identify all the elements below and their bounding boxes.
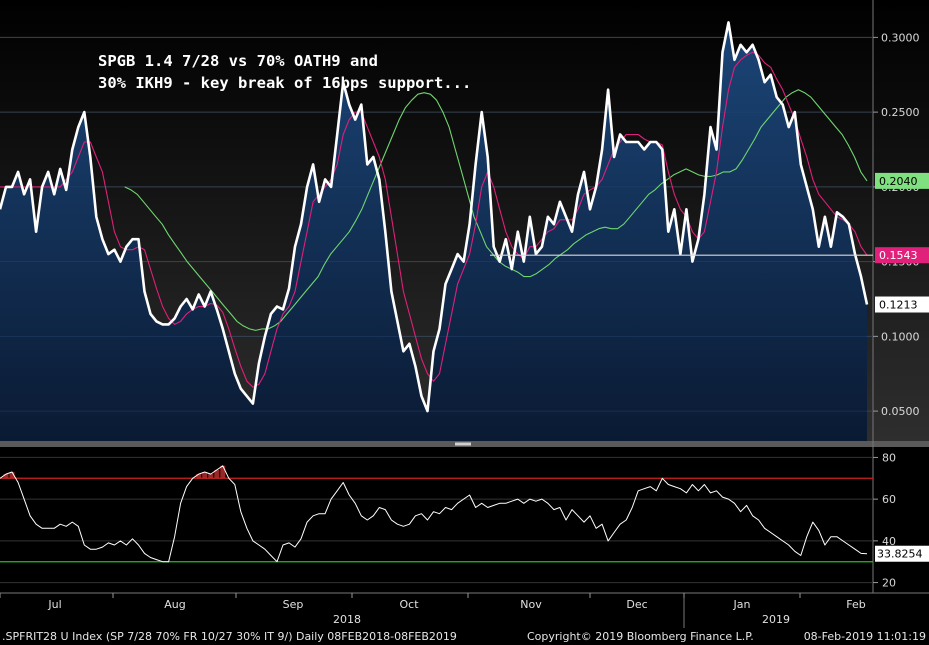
oscillator-value-tag-background bbox=[875, 545, 929, 562]
oscillator-value-tags: 33.8254 bbox=[875, 545, 929, 562]
spread-area bbox=[0, 22, 873, 442]
x-year-label: 2018 bbox=[333, 613, 361, 626]
x-year-label: 2019 bbox=[762, 613, 790, 626]
oscillator-y-tick-label: 40 bbox=[882, 535, 896, 548]
oscillator-y-tick-label: 60 bbox=[882, 493, 896, 506]
main-y-tick-label: 0.1000 bbox=[881, 330, 920, 343]
main-series-lines bbox=[0, 21, 869, 413]
oscillator-value-tag-text: 33.8254 bbox=[877, 548, 923, 561]
oscillator-reference-lines bbox=[0, 477, 873, 563]
chart-title-line-2: 30% IKH9 - key break of 16bps support... bbox=[98, 74, 471, 92]
chart-title-line-1: SPGB 1.4 7/28 vs 70% OATH9 and bbox=[98, 52, 378, 70]
short-ma-value-tag-text: 0.1543 bbox=[879, 249, 918, 262]
oscillator-series-line bbox=[0, 465, 868, 563]
x-tick-label: Jan bbox=[733, 598, 751, 611]
oscillator-y-tick-label: 20 bbox=[882, 577, 896, 590]
footer-security-info: .SPFRIT28 U Index (SP 7/28 70% FR 10/27 … bbox=[2, 630, 457, 643]
main-y-tick-label: 0.3000 bbox=[881, 31, 920, 44]
main-y-tick-label: 0.0500 bbox=[881, 405, 920, 418]
short-ma-value-tag-background bbox=[875, 247, 929, 264]
long-ma-value-tag-background bbox=[875, 172, 929, 189]
x-tick-label: Feb bbox=[846, 598, 865, 611]
long-ma-value-tag-text: 0.2040 bbox=[879, 175, 918, 188]
lower-panel-background bbox=[0, 447, 929, 593]
main-value-tags: 0.2040 0.1543 0.1213 bbox=[875, 172, 929, 313]
footer-timestamp: 08-Feb-2019 11:01:19 bbox=[804, 630, 926, 643]
x-tick-label: Oct bbox=[399, 598, 419, 611]
series-line-short-ma bbox=[0, 51, 868, 388]
x-tick-label: Aug bbox=[164, 598, 185, 611]
x-tick-label: Jul bbox=[47, 598, 61, 611]
oscillator-line bbox=[0, 465, 868, 563]
spread-value-tag-background bbox=[875, 296, 929, 313]
series-line-spread bbox=[0, 21, 869, 413]
short-ma-value-tag: 0.1543 bbox=[875, 247, 929, 264]
oscillator-y-axis-ticks: 20 40 60 80 bbox=[873, 451, 896, 590]
spread-value-tag-text: 0.1213 bbox=[879, 299, 918, 312]
x-tick-label: Nov bbox=[520, 598, 542, 611]
x-tick-label: Sep bbox=[283, 598, 304, 611]
x-axis-ticks: Jul Aug Sep Oct Nov Dec Jan Feb 2018 2019 bbox=[0, 593, 866, 626]
main-y-tick-label: 0.2500 bbox=[881, 106, 920, 119]
splitter-handle[interactable] bbox=[455, 442, 471, 446]
series-line-long-ma bbox=[124, 89, 868, 331]
x-tick-label: Dec bbox=[626, 598, 647, 611]
oscillator-y-tick-label: 80 bbox=[882, 451, 896, 464]
footer-copyright: Copyright© 2019 Bloomberg Finance L.P. bbox=[527, 630, 754, 643]
spread-value-tag: 0.1213 bbox=[875, 296, 929, 313]
oscillator-value-tag: 33.8254 bbox=[875, 545, 929, 562]
long-ma-value-tag: 0.2040 bbox=[875, 172, 929, 189]
overbought-fill bbox=[3, 465, 226, 479]
